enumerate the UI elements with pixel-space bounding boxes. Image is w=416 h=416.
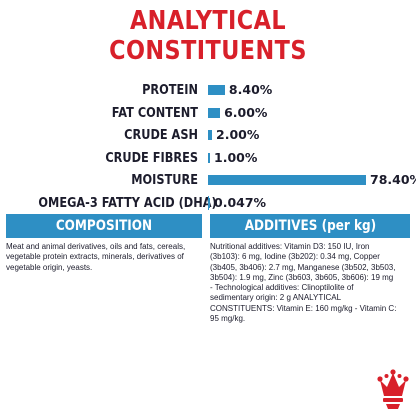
additives-heading: ADDITIVES (per kg) <box>210 214 410 238</box>
bar <box>208 152 210 163</box>
chart-row: CRUDE FIBRES 1.00% <box>0 150 416 166</box>
bar-label: OMEGA-3 FATTY ACID (DHA) <box>38 194 217 211</box>
chart-row: OMEGA-3 FATTY ACID (DHA) 0.047% <box>0 195 416 211</box>
bar <box>208 130 213 140</box>
bar <box>208 197 210 208</box>
composition-heading: COMPOSITION <box>6 214 202 238</box>
additives-text: Nutritional additives: Vitamin D3: 150 I… <box>210 242 397 324</box>
page-title: ANALYTICAL CONSTITUENTS <box>109 6 307 66</box>
bar-value-label: 0.047% <box>214 194 267 210</box>
chart-row: CRUDE ASH 2.00% <box>0 127 416 143</box>
bar-label: PROTEIN <box>142 82 198 98</box>
bar-value-label: 78.40% <box>370 172 416 187</box>
bar-value-label: 8.40% <box>228 82 273 97</box>
chart-row: FAT CONTENT 6.00% <box>0 105 416 121</box>
chart-row: PROTEIN 8.40% <box>0 82 416 98</box>
composition-text: Meat and animal derivatives, oils and fa… <box>6 242 186 272</box>
bar-label: FAT CONTENT <box>111 104 198 121</box>
crown-logo-icon <box>377 369 409 409</box>
bar-value-label: 2.00% <box>216 127 260 142</box>
bar-label: MOISTURE <box>131 172 198 188</box>
bar-label: CRUDE FIBRES <box>105 149 198 166</box>
bar-label: CRUDE ASH <box>124 127 198 143</box>
bar <box>208 107 221 118</box>
bar <box>208 175 366 185</box>
divider <box>208 196 209 210</box>
bar-value-label: 1.00% <box>214 149 258 165</box>
bar-value-label: 6.00% <box>224 104 268 120</box>
bar <box>208 85 225 95</box>
chart-row: MOISTURE 78.40% <box>0 172 416 188</box>
